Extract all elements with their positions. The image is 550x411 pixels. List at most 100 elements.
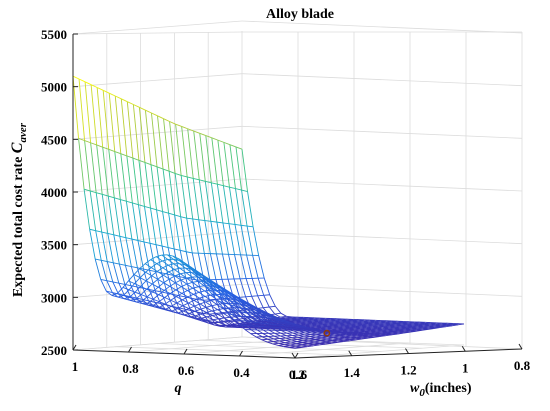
x-axis-label: q [175, 381, 182, 396]
mesh-line-q-22-27 [194, 272, 202, 278]
mesh-line-q-26-27 [217, 300, 224, 304]
mesh-line-q-9-22 [152, 298, 160, 303]
mesh-line-w-23-4 [124, 265, 132, 286]
mesh-line-q-17-18 [221, 294, 228, 300]
mesh-line-q-23-6 [327, 325, 334, 327]
mesh-line-w-21-12 [181, 290, 188, 294]
mesh-line-q-24-21 [242, 301, 249, 306]
mesh-line-q-0-27 [72, 75, 80, 80]
mesh-line-w-2-1 [235, 188, 242, 226]
mesh-line-w-27-7 [117, 294, 124, 298]
mesh-line-q-39-17 [349, 338, 356, 340]
mesh-line-w-15-0 [151, 112, 158, 167]
mesh-line-w-27-11 [139, 271, 146, 279]
mesh-line-q-35-12 [357, 333, 364, 335]
w-tick-4 [518, 343, 523, 350]
mesh-line-q-13-16 [211, 305, 218, 311]
mesh-line-q-35-5 [399, 326, 407, 329]
mesh-line-q-0-9 [181, 126, 188, 130]
mesh-line-q-34-10 [364, 331, 371, 334]
mesh-line-w-1-1 [241, 189, 248, 227]
mesh-line-q-28-16 [294, 324, 301, 327]
mesh-line-q-10-27 [128, 280, 135, 285]
mesh-line-q-9-23 [146, 296, 154, 300]
mesh-line-q-2-15 [156, 209, 163, 212]
mesh-line-w-19-4 [149, 270, 156, 291]
mesh-line-w-15-1 [156, 166, 164, 212]
mesh-line-q-27-0 [385, 320, 392, 323]
mesh-line-q-35-25 [279, 340, 286, 342]
mesh-line-q-1-11 [174, 172, 182, 176]
mesh-line-q-2-25 [96, 192, 103, 195]
mesh-line-q-36-0 [435, 322, 442, 325]
mesh-line-q-25-0 [374, 320, 381, 322]
mesh-line-q-10-22 [158, 294, 165, 298]
mesh-line-w-0-6 [274, 305, 282, 314]
mesh-line-w-9-2 [198, 219, 205, 254]
mesh-line-q-3-23 [113, 234, 120, 237]
mesh-line-q-6-18 [160, 303, 167, 306]
mesh-line-q-4-19 [143, 268, 150, 271]
mesh-line-q-16-26 [167, 259, 175, 265]
mesh-line-w-23-0 [102, 90, 110, 150]
mesh-line-q-38-9 [392, 331, 399, 334]
mesh-line-q-7-0 [274, 312, 281, 315]
mesh-line-w-2-3 [246, 254, 253, 279]
mesh-line-w-8-2 [204, 220, 211, 254]
w-tick-label-4: 0.8 [514, 358, 531, 373]
mesh-line-q-3-19 [137, 240, 145, 243]
mesh-line-q-0-2 [223, 141, 231, 146]
mesh-line-q-0-24 [90, 84, 98, 88]
mesh-line-q-0-22 [102, 89, 110, 94]
mesh-line-w-24-31 [268, 329, 275, 334]
mesh-line-q-9-19 [171, 305, 178, 310]
mesh-line-w-27-1 [84, 140, 91, 191]
mesh-line-q-25-22 [241, 304, 249, 308]
mesh-line-w-10-0 [181, 126, 188, 177]
mesh-line-q-18-27 [172, 255, 180, 261]
mesh-line-w-23-3 [119, 236, 126, 266]
mesh-line-q-31-0 [407, 321, 415, 324]
mesh-line-q-18-3 [317, 321, 324, 324]
mesh-line-q-11-25 [145, 280, 153, 285]
mesh-line-q-38-24 [301, 343, 309, 345]
mesh-line-q-37-9 [386, 331, 394, 333]
mesh-line-q-36-15 [345, 335, 352, 337]
mesh-line-w-2-5 [257, 295, 264, 308]
mesh-line-q-36-10 [375, 331, 382, 334]
mesh-line-q-9-15 [195, 315, 202, 319]
mesh-line-q-16-2 [312, 319, 319, 322]
mesh-line-q-8-24 [135, 298, 142, 302]
mesh-line-q-27-22 [252, 314, 260, 317]
mesh-line-q-0-8 [187, 128, 194, 132]
mesh-line-w-26-14 [162, 264, 169, 269]
mesh-line-q-3-17 [149, 242, 157, 246]
mesh-line-q-7-27 [111, 294, 119, 298]
mesh-line-q-25-7 [332, 326, 339, 329]
mesh-line-q-29-16 [300, 327, 307, 329]
mesh-line-w-19-13 [199, 295, 206, 299]
mesh-line-w-20-5 [148, 289, 156, 303]
mesh-line-q-29-4 [372, 324, 379, 327]
mesh-line-q-15-18 [210, 294, 217, 300]
mesh-line-q-11-2 [284, 318, 292, 321]
mesh-line-q-11-11 [230, 324, 237, 328]
mesh-line-q-8-21 [153, 304, 160, 308]
mesh-line-q-33-4 [394, 325, 402, 328]
mesh-line-q-29-14 [312, 328, 319, 331]
mesh-line-q-11-17 [194, 305, 201, 310]
z-grid-right-5 [241, 73, 523, 87]
mesh-line-q-39-18 [343, 339, 350, 341]
mesh-line-q-23-20 [242, 300, 250, 305]
mesh-line-q-10-0 [291, 316, 298, 319]
mesh-line-q-1-1 [235, 188, 242, 191]
mesh-line-q-39-7 [410, 329, 417, 332]
mesh-line-w-25-10 [146, 283, 153, 290]
mesh-line-q-40-14 [373, 336, 380, 338]
mesh-line-q-16-27 [161, 254, 169, 260]
mesh-line-q-6-12 [196, 311, 203, 314]
mesh-line-q-25-6 [338, 325, 345, 328]
mesh-line-q-35-13 [351, 333, 358, 336]
mesh-line-q-27-27 [222, 307, 229, 310]
mesh-line-q-4-16 [161, 272, 168, 275]
